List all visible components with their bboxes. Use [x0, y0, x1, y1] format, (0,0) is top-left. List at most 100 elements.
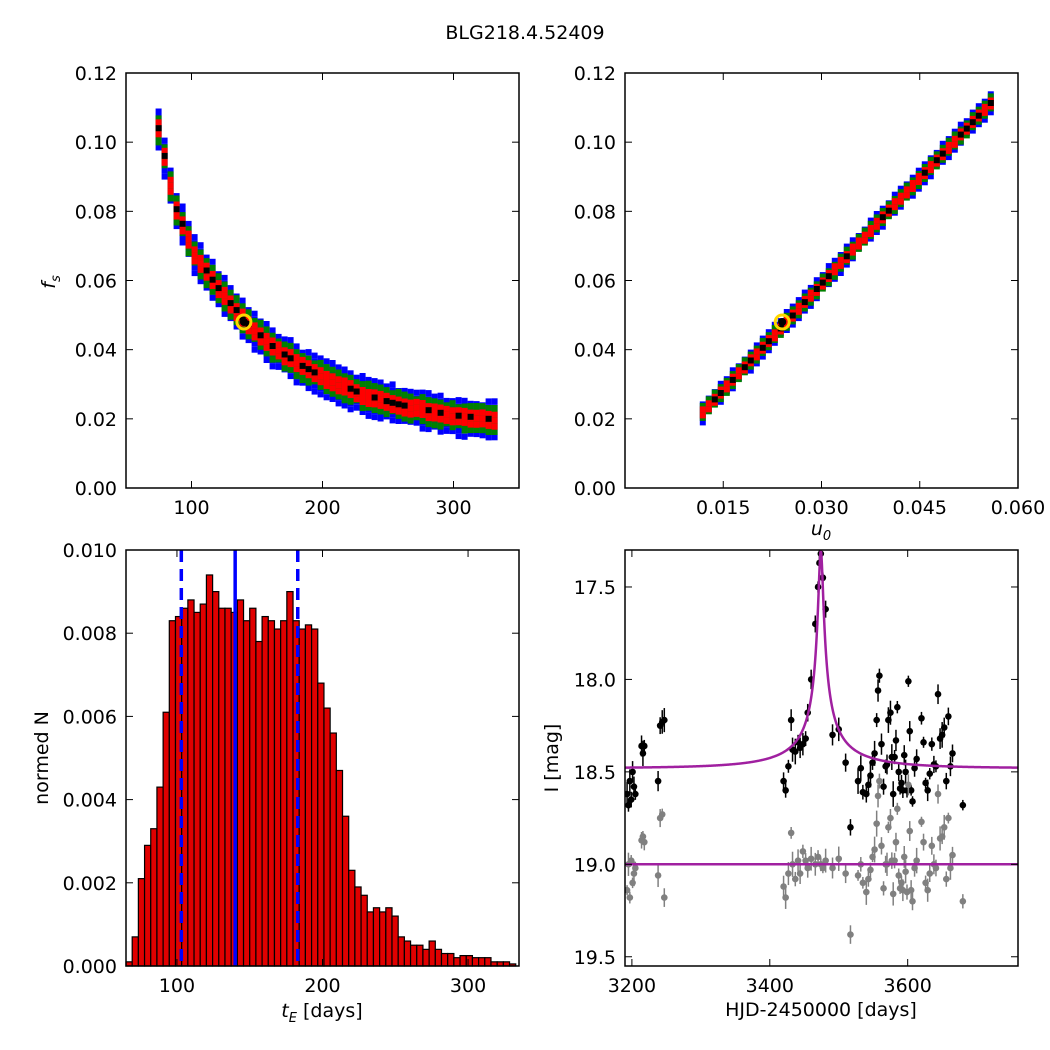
conf-2sigma-cell [807, 289, 814, 296]
residuals-point [654, 872, 662, 879]
x-tick-label: 300 [450, 975, 486, 997]
conf-4sigma-cell [383, 383, 390, 390]
conf-3sigma-cell [215, 273, 222, 280]
figure-title: BLG218.4.52409 [445, 22, 605, 44]
conf-1sigma-cell [311, 369, 318, 376]
conf-4sigma-cell [717, 380, 724, 387]
conf-2sigma-cell [437, 416, 444, 423]
conf-3sigma-cell [263, 350, 270, 357]
conf-1sigma-cell [933, 157, 940, 164]
conf-4sigma-cell [197, 242, 204, 249]
residuals-point [942, 875, 950, 883]
conf-2sigma-cell [317, 379, 324, 386]
histogram-bar [286, 590, 294, 967]
conf-3sigma-cell [729, 383, 736, 390]
y-axis-label-main: f [38, 279, 60, 289]
conf-2sigma-cell [389, 407, 396, 414]
conf-1sigma-cell [395, 401, 402, 408]
conf-4sigma-cell [347, 406, 354, 413]
residuals-point [895, 872, 903, 879]
conf-1sigma-cell [455, 412, 462, 419]
conf-3sigma-cell [963, 132, 970, 139]
y-tick-label: 19.5 [574, 947, 616, 969]
conf-4sigma-cell [759, 353, 766, 360]
conf-3sigma-cell [903, 182, 910, 189]
conf-2sigma-cell [771, 329, 778, 336]
conf-2sigma-cell [437, 404, 444, 411]
conf-2sigma-cell [741, 367, 748, 374]
conf-2sigma-cell [227, 307, 234, 314]
conf-2sigma-cell [945, 147, 952, 154]
data-point [895, 768, 903, 776]
conf-2sigma-cell [251, 328, 258, 335]
conf-3sigma-cell [347, 374, 354, 381]
conf-2sigma-cell [251, 334, 258, 341]
conf-2sigma-cell [735, 373, 742, 380]
x-tick-label: 3600 [884, 975, 932, 997]
conf-2sigma-cell [461, 413, 468, 420]
conf-3sigma-cell [861, 227, 868, 234]
histogram-bar [199, 603, 208, 967]
conf-1sigma-cell [759, 344, 766, 351]
conf-2sigma-cell [167, 188, 174, 195]
conf-1sigma-cell [437, 409, 444, 416]
conf-2sigma-cell [705, 400, 712, 407]
conf-2sigma-cell [981, 109, 988, 116]
conf-4sigma-cell [795, 297, 802, 304]
conf-1sigma-cell [741, 364, 748, 371]
conf-4sigma-cell [825, 263, 832, 270]
conf-2sigma-cell [885, 204, 892, 211]
conf-4sigma-cell [371, 414, 378, 421]
conf-4sigma-cell [389, 411, 396, 418]
conf-2sigma-cell [191, 258, 198, 265]
x-tick-label: 200 [304, 975, 340, 997]
residuals-point [625, 886, 631, 894]
conf-4sigma-cell [485, 398, 492, 405]
conf-2sigma-cell [903, 192, 910, 199]
conf-3sigma-cell [323, 364, 330, 371]
histogram-bar [298, 628, 306, 967]
conf-2sigma-cell [473, 415, 480, 422]
residuals-point [934, 790, 942, 798]
y-tick-label: 19.0 [574, 854, 616, 876]
data-point [792, 748, 799, 755]
conf-4sigma-cell [197, 278, 204, 285]
conf-1sigma-cell [173, 206, 180, 213]
conf-2sigma-cell [161, 159, 168, 166]
residuals-point [854, 872, 862, 879]
data-point [627, 796, 635, 803]
conf-4sigma-cell [425, 390, 432, 397]
conf-2sigma-cell [281, 359, 288, 366]
conf-2sigma-cell [287, 361, 294, 368]
x-tick-label: 3400 [746, 975, 794, 997]
conf-4sigma-cell [455, 427, 462, 434]
conf-2sigma-cell [461, 419, 468, 426]
conf-1sigma-cell [789, 312, 796, 319]
x-tick-label: 0.015 [696, 497, 750, 519]
conf-3sigma-cell [753, 357, 760, 364]
data-point [934, 690, 942, 698]
conf-2sigma-cell [443, 417, 450, 424]
conf-4sigma-cell [191, 270, 198, 277]
conf-3sigma-cell [413, 414, 420, 421]
conf-4sigma-cell [257, 348, 264, 355]
conf-3sigma-cell [723, 389, 730, 396]
conf-2sigma-cell [185, 242, 192, 249]
conf-2sigma-cell [161, 147, 168, 154]
conf-4sigma-cell [293, 343, 300, 350]
conf-4sigma-cell [987, 109, 994, 116]
data-point [907, 787, 915, 794]
conf-3sigma-cell [473, 403, 480, 409]
data-point [625, 790, 631, 798]
residuals-point [871, 846, 878, 853]
data-point [876, 672, 883, 680]
conf-2sigma-cell [221, 298, 228, 305]
conf-2sigma-cell [335, 382, 342, 389]
histogram-bar [478, 957, 486, 967]
conf-3sigma-cell [221, 305, 228, 312]
residuals-point [785, 870, 792, 877]
conf-3sigma-cell [197, 273, 204, 280]
conf-2sigma-cell [401, 410, 408, 417]
conf-3sigma-cell [987, 93, 994, 100]
conf-2sigma-cell [861, 237, 868, 244]
